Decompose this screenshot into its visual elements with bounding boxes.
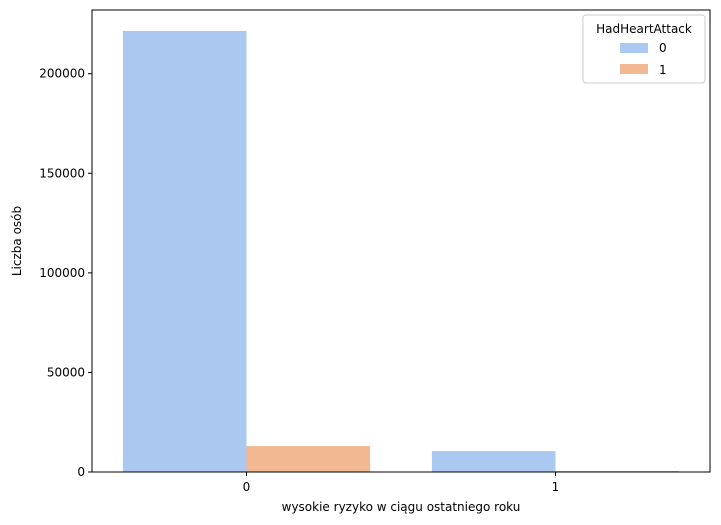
bar-cat0-series0 <box>122 30 247 472</box>
y-tick-label: 200000 <box>39 67 85 81</box>
x-axis-label: wysokie ryzyko w ciągu ostatniego roku <box>282 500 521 514</box>
bars-group <box>122 30 680 472</box>
y-tick-label: 0 <box>77 465 85 479</box>
plot-frame <box>91 9 711 473</box>
legend-label-0: 0 <box>659 41 667 55</box>
bar-cat0-series1 <box>246 446 371 472</box>
y-tick-label: 50000 <box>47 365 85 379</box>
x-tick-label: 1 <box>552 480 560 494</box>
y-axis-label: Liczba osób <box>10 206 24 276</box>
legend-title: HadHeartAttack <box>596 22 692 36</box>
y-axis: 0 50000 100000 150000 200000 <box>39 67 92 479</box>
x-tick-label: 0 <box>243 480 251 494</box>
legend-swatch-1 <box>620 64 648 74</box>
legend: HadHeartAttack 0 1 <box>582 14 706 84</box>
y-tick-label: 100000 <box>39 266 85 280</box>
y-tick-label: 150000 <box>39 166 85 180</box>
legend-swatch-0 <box>620 43 648 53</box>
bar-cat1-series0 <box>431 451 556 472</box>
legend-label-1: 1 <box>659 63 667 77</box>
